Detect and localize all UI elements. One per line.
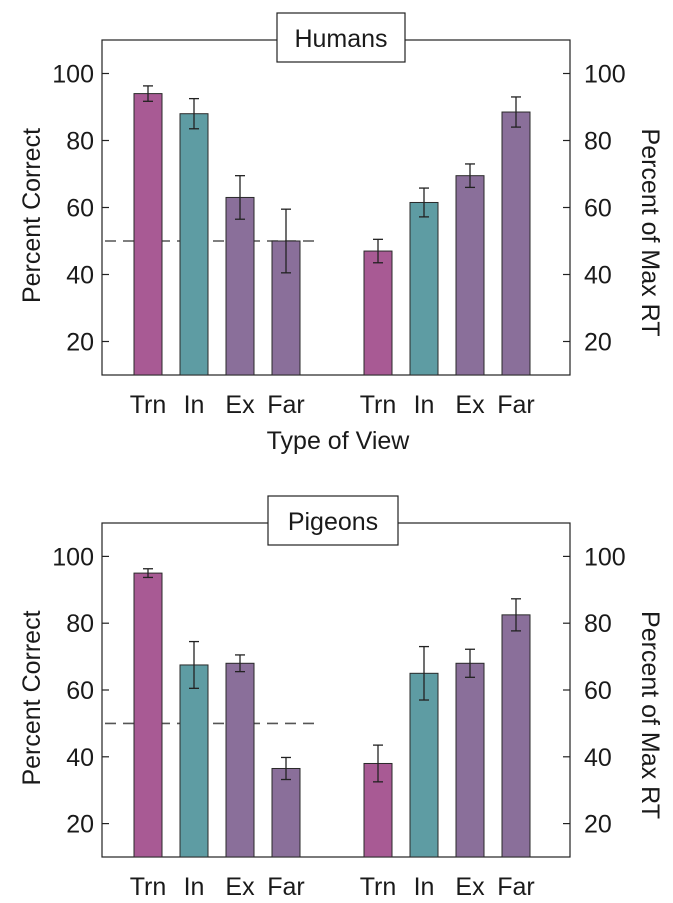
bar-ex [225,196,255,376]
y-tick-label-right: 40 [584,262,612,290]
plot-frame [101,522,571,858]
y-axis-label-right: Percent of Max RT [636,611,664,819]
bar-far [271,767,301,858]
y-tick-label-left: 100 [52,61,94,89]
y-tick-label-left: 40 [66,262,94,290]
chart-title: Pigeons [288,508,378,536]
y-tick-label-left: 80 [66,610,94,638]
bar-trn [363,250,393,376]
y-tick-label-right: 80 [584,610,612,638]
x-category-label: Trn [360,391,397,419]
x-category-label: Far [267,873,305,901]
bar-trn [133,93,163,376]
y-tick-label-right: 80 [584,128,612,156]
bar-ex [455,662,485,858]
bar-in [179,664,209,858]
y-tick-label-left: 60 [66,677,94,705]
bar-far [501,614,531,858]
y-tick-label-right: 20 [584,329,612,357]
x-category-label: Ex [225,391,255,419]
y-axis-label-left: Percent Correct [18,610,46,785]
y-axis-label-right: Percent of Max RT [636,129,664,337]
y-tick-label-left: 80 [66,128,94,156]
x-category-label: Ex [455,391,485,419]
y-tick-label-left: 60 [66,195,94,223]
bar-in [409,672,439,858]
y-tick-label-left: 20 [66,811,94,839]
chart-panel-pigeons: 20 20 40 40 60 60 80 80 100 100 Trn In Ex Far Trn In Ex F… [18,495,664,901]
y-tick-label-right: 100 [584,543,626,571]
bar-in [179,113,209,376]
x-category-label: Trn [130,391,167,419]
bar-ex [225,662,255,858]
x-category-label: Far [497,391,535,419]
x-axis-label: Type of View [267,427,411,455]
y-tick-label-right: 40 [584,744,612,772]
y-tick-label-right: 100 [584,61,626,89]
x-category-label: Ex [455,873,485,901]
x-category-label: In [414,873,435,901]
bar-in [409,201,439,376]
y-tick-label-right: 20 [584,811,612,839]
title-box [276,12,406,63]
bar-ex [455,175,485,376]
bar-trn [133,572,163,858]
plot-frame [101,39,571,376]
x-category-label: In [414,391,435,419]
y-tick-label-right: 60 [584,677,612,705]
y-tick-label-left: 20 [66,329,94,357]
x-category-label: Ex [225,873,255,901]
title-box [267,495,399,546]
y-tick-label-left: 40 [66,744,94,772]
x-category-label: Far [267,391,305,419]
y-tick-label-left: 100 [52,543,94,571]
x-category-label: Trn [360,873,397,901]
chart-panel-humans: 20 20 40 40 60 60 80 80 100 100 Trn In Ex Far Trn In Ex F… [18,12,664,455]
x-category-label: Far [497,873,535,901]
x-category-label: In [184,873,205,901]
y-tick-label-right: 60 [584,195,612,223]
bar-far [501,111,531,376]
chart-title: Humans [294,25,387,53]
y-axis-label-left: Percent Correct [18,128,46,303]
x-category-label: Trn [130,873,167,901]
x-category-label: In [184,391,205,419]
